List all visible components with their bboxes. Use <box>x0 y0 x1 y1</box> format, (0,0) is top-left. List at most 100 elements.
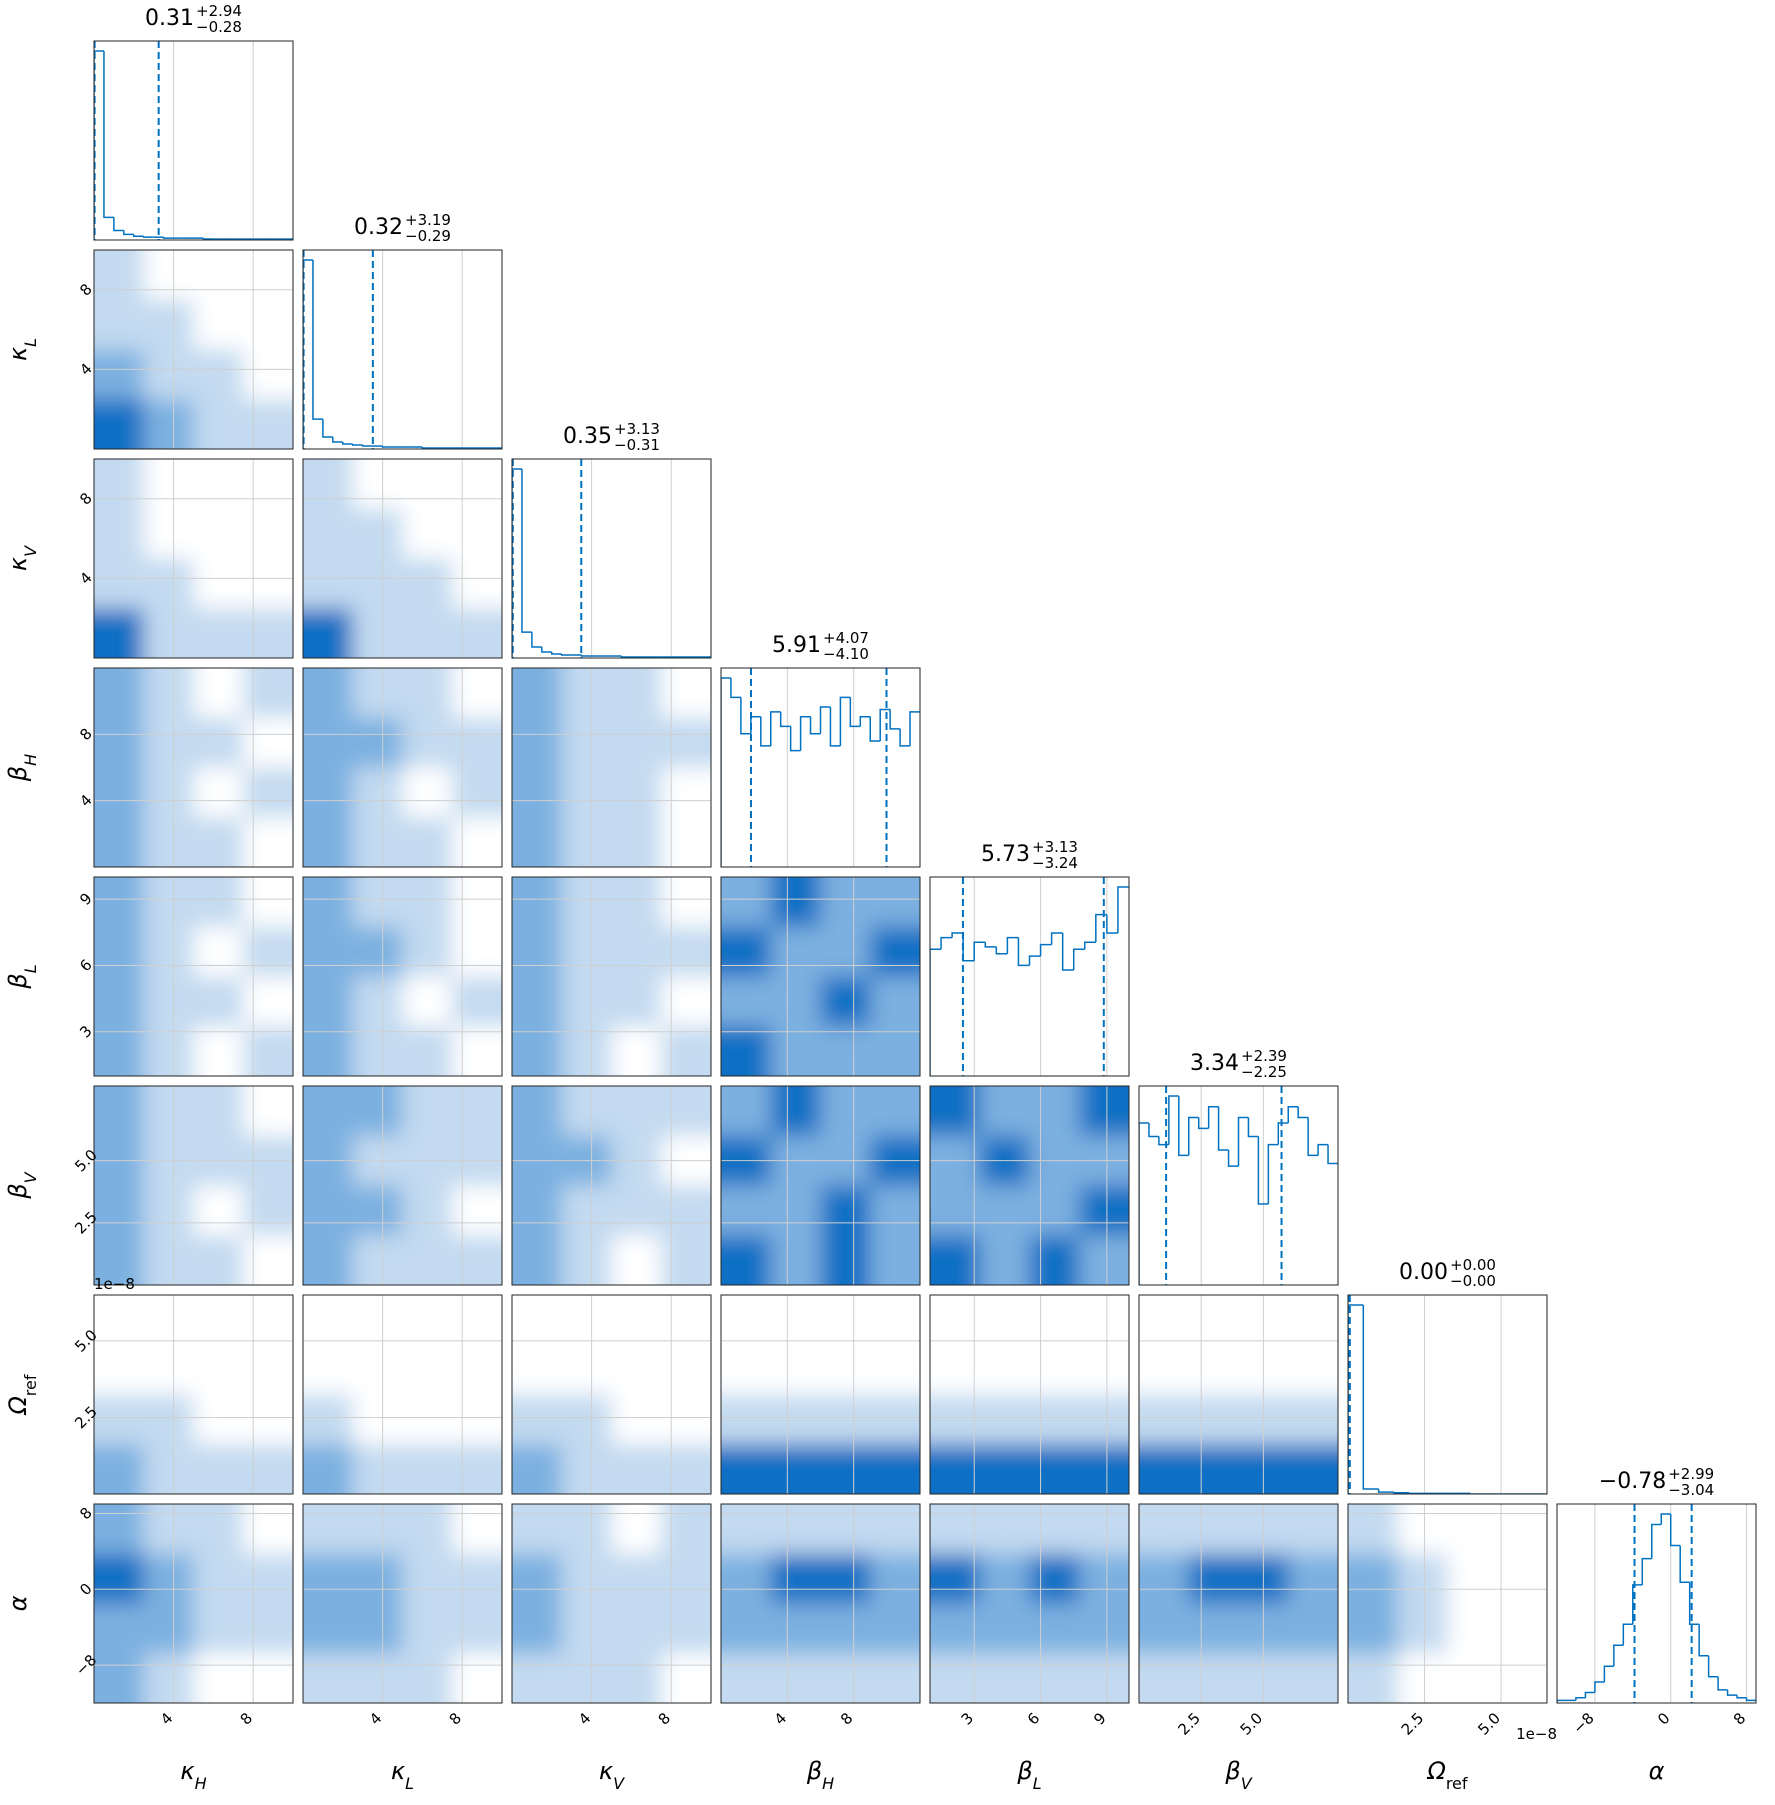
density-cell <box>870 877 920 928</box>
title-lower: −0.28 <box>196 18 242 36</box>
hist-step <box>94 50 104 240</box>
density-cell <box>143 1026 195 1076</box>
hist-step <box>1603 1665 1614 1682</box>
hist-step <box>162 237 174 239</box>
density-blur <box>94 877 293 1076</box>
density-cell <box>94 976 145 1028</box>
density-cell <box>94 558 145 610</box>
panel-frame <box>1138 1503 1339 1704</box>
density <box>721 877 920 1076</box>
hist-step <box>1237 1116 1249 1167</box>
density-cell <box>1029 1295 1081 1346</box>
density-blur <box>930 1086 1129 1285</box>
density-blur <box>930 1295 1129 1494</box>
density-cell <box>979 1295 1031 1346</box>
hist-step <box>819 706 831 734</box>
density <box>721 1295 920 1494</box>
density-cell <box>402 1235 454 1285</box>
density-cell <box>820 1603 872 1655</box>
axis-symbol: κ <box>180 1757 195 1785</box>
density-cell <box>512 1185 563 1237</box>
y-tick-label: 0 <box>76 1580 95 1599</box>
density-cell <box>1139 1653 1190 1703</box>
density-cell <box>870 1603 920 1655</box>
panel-title: 5.91 <box>772 633 821 658</box>
density-cell <box>611 1086 663 1137</box>
density-cell <box>721 1086 772 1137</box>
density-cell <box>561 926 613 978</box>
density-cell <box>94 1344 145 1396</box>
hist-step <box>1707 1655 1719 1678</box>
density-cell <box>561 1185 613 1237</box>
density-cell <box>303 976 354 1028</box>
axis-symbol: κ <box>4 346 32 361</box>
title-upper: +0.00 <box>1450 1256 1496 1274</box>
hist-step <box>521 468 532 633</box>
density-cell <box>561 1235 613 1285</box>
density-cell <box>979 1444 1031 1494</box>
x-tick-label: 4 <box>157 1709 176 1728</box>
density-cell <box>1397 1603 1449 1655</box>
density-cell <box>1348 1603 1399 1655</box>
x-tick-label: 4 <box>366 1709 385 1728</box>
density-cell <box>661 1185 711 1237</box>
density-cell <box>820 877 872 928</box>
hist-step <box>332 437 343 443</box>
density-cell <box>512 767 563 819</box>
density-cell <box>820 1086 872 1137</box>
density-cell <box>1447 1553 1499 1605</box>
panel-frame <box>302 458 503 659</box>
density-cell <box>94 1185 145 1237</box>
density-cell <box>402 926 454 978</box>
density-cell <box>243 1295 293 1346</box>
density-cell <box>193 1394 245 1446</box>
density-cell <box>243 926 293 978</box>
density-cell <box>402 1504 454 1555</box>
axis-label: κL <box>4 338 40 361</box>
histogram <box>303 250 502 449</box>
density-cell <box>1288 1295 1338 1346</box>
density-cell <box>1447 1653 1499 1703</box>
x-tick-label: 3 <box>958 1709 977 1728</box>
density-cell <box>611 1235 663 1285</box>
hist-step <box>1106 914 1118 934</box>
density-cell <box>352 877 404 928</box>
density-cell <box>661 1344 711 1396</box>
hist-step <box>940 936 953 950</box>
density-cell <box>1079 1653 1129 1703</box>
hist-step <box>143 236 154 238</box>
hist-step <box>531 632 542 648</box>
density <box>930 1295 1129 1494</box>
density-cell <box>561 668 613 719</box>
hist-step <box>1660 1513 1671 1525</box>
hist-step <box>730 677 741 699</box>
density-cell <box>1188 1653 1240 1703</box>
title-lower: −0.29 <box>405 227 451 245</box>
density-cell <box>143 1553 195 1605</box>
density-cell <box>94 1603 145 1655</box>
panel-frame <box>720 667 921 868</box>
density-cell <box>193 1295 245 1346</box>
density-cell <box>143 1504 195 1555</box>
density-cell <box>512 817 563 867</box>
hist-step <box>1613 1644 1624 1667</box>
density-cell <box>143 1653 195 1703</box>
hist-step <box>1557 1699 1567 1703</box>
x-tick-label: 2.5 <box>1174 1709 1204 1739</box>
density-cell <box>452 817 502 867</box>
panel-frame <box>93 667 294 868</box>
density-cell <box>143 1086 195 1137</box>
density-cell <box>193 1553 245 1605</box>
density <box>512 1086 711 1285</box>
density-cell <box>930 1295 981 1346</box>
y-tick-label: 8 <box>76 489 95 508</box>
density-cell <box>402 508 454 560</box>
density-cell <box>870 926 920 978</box>
density-cell <box>193 608 245 658</box>
panel-title: 5.73 <box>981 842 1030 867</box>
hist-step <box>1317 1143 1329 1156</box>
hist-step <box>1267 1143 1279 1204</box>
y-tick-label: 4 <box>76 569 95 588</box>
x-tick-label: 9 <box>1090 1709 1109 1728</box>
hist-step <box>995 946 1008 955</box>
